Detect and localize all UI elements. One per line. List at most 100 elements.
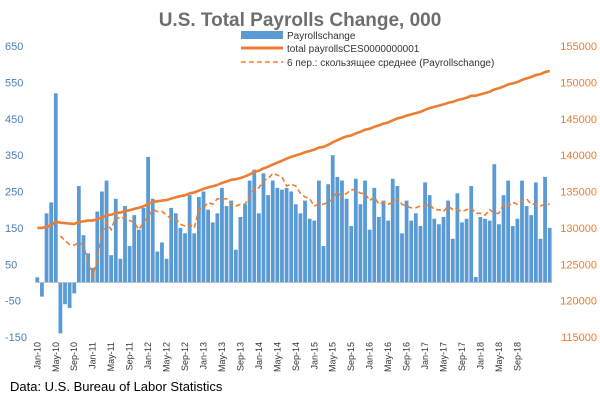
bar xyxy=(317,180,321,283)
bar xyxy=(220,187,224,283)
bar xyxy=(441,216,446,283)
bar xyxy=(224,206,229,283)
x-tick-label: May-11 xyxy=(106,342,116,371)
bar xyxy=(261,173,266,283)
x-tick-label: May-14 xyxy=(272,342,282,372)
legend-label-ma: 6 пер.: скользящее среднее (Payrollschan… xyxy=(287,58,494,69)
bar xyxy=(210,222,215,283)
x-tick-label: May-16 xyxy=(383,342,393,372)
bar xyxy=(86,253,90,283)
bar xyxy=(35,277,40,283)
bar xyxy=(196,196,201,283)
legend-label-total: total payrollsCES0000000001 xyxy=(287,44,420,55)
bar xyxy=(215,213,220,283)
bar xyxy=(386,220,391,283)
bar xyxy=(280,189,284,283)
bar xyxy=(390,178,395,283)
bar xyxy=(109,255,114,283)
bar xyxy=(160,242,164,283)
bar xyxy=(146,156,150,283)
x-tick-label: Jan-13 xyxy=(198,342,208,370)
y-right-tick-label: 150000 xyxy=(560,77,597,89)
x-tick-label: May-12 xyxy=(162,342,172,372)
bar xyxy=(256,213,261,283)
bar xyxy=(150,198,155,283)
y-left-tick-label: 350 xyxy=(5,150,23,162)
bar xyxy=(473,276,478,283)
bar xyxy=(510,226,515,283)
y-left-tick-label: 450 xyxy=(5,114,23,126)
bar xyxy=(515,218,520,283)
bar xyxy=(524,206,529,283)
bar xyxy=(450,238,455,283)
bar xyxy=(169,207,174,283)
bar xyxy=(340,180,344,283)
bar xyxy=(67,282,72,308)
bar xyxy=(206,209,210,283)
bar xyxy=(367,229,372,283)
bar xyxy=(409,220,414,283)
bar xyxy=(238,216,243,283)
bar xyxy=(432,218,437,283)
x-tick-label: Jan-12 xyxy=(143,342,153,370)
bar xyxy=(335,176,340,283)
bar xyxy=(104,180,109,283)
bar xyxy=(58,282,63,334)
bar xyxy=(487,220,492,283)
bar xyxy=(312,220,317,283)
x-tick-label: Sep-13 xyxy=(235,342,245,371)
x-tick-label: Jan-18 xyxy=(475,342,485,370)
x-tick-label: Jan-14 xyxy=(254,342,264,370)
moving-average-line xyxy=(59,172,550,279)
y-left-tick-label: -150 xyxy=(5,332,27,344)
y-right-tick-label: 120000 xyxy=(560,296,597,308)
bar xyxy=(404,200,409,283)
bar xyxy=(506,180,511,283)
bar xyxy=(40,282,44,297)
bar xyxy=(127,246,132,283)
x-tick-label: Sep-17 xyxy=(457,342,467,371)
x-tick-label: Jan-15 xyxy=(309,342,319,370)
bar xyxy=(483,218,487,283)
bar xyxy=(321,246,326,283)
bar xyxy=(72,282,77,294)
bar xyxy=(455,193,460,283)
y-right-tick-label: 115000 xyxy=(561,332,597,344)
bar xyxy=(307,218,312,283)
legend-swatch-bar xyxy=(241,31,283,39)
bar xyxy=(201,191,206,283)
bar xyxy=(501,195,506,283)
bar xyxy=(178,227,183,283)
bar xyxy=(113,198,118,283)
bar xyxy=(81,235,86,283)
x-tick-label: May-17 xyxy=(439,342,449,372)
bar xyxy=(464,218,469,283)
bar xyxy=(538,238,543,283)
y-axis-right: 115000 120000 125000 130000 135000 140000 1450… xyxy=(560,41,597,344)
bar xyxy=(275,187,280,283)
bar xyxy=(173,213,178,283)
bar xyxy=(418,226,423,283)
x-tick-label: May-10 xyxy=(51,342,61,372)
bar xyxy=(529,215,534,283)
y-right-tick-label: 135000 xyxy=(560,187,597,199)
bar xyxy=(95,211,100,283)
bar xyxy=(520,180,524,283)
bar xyxy=(44,213,49,283)
bar xyxy=(229,200,234,283)
bar xyxy=(358,204,363,283)
bar xyxy=(118,258,123,283)
data-source: Data: U.S. Bureau of Labor Statistics xyxy=(10,379,223,394)
bar xyxy=(492,164,497,283)
y-left-tick-label: 650 xyxy=(5,41,23,53)
bar xyxy=(413,213,418,283)
x-tick-label: Sep-15 xyxy=(346,342,356,371)
y-right-tick-label: 125000 xyxy=(560,259,597,271)
x-tick-label: Jan-10 xyxy=(32,342,42,370)
bar xyxy=(247,180,252,283)
x-tick-label: Jan-16 xyxy=(365,342,375,370)
bar xyxy=(381,200,386,283)
bar xyxy=(289,191,294,283)
